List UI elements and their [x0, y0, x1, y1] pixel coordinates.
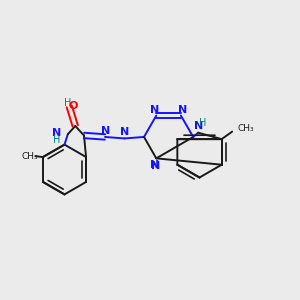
Text: CH₃: CH₃: [21, 152, 38, 160]
Text: H: H: [199, 118, 206, 128]
Text: N: N: [52, 128, 61, 138]
Text: O: O: [68, 101, 78, 111]
Text: N: N: [150, 104, 159, 115]
Text: N: N: [101, 126, 110, 136]
Text: H: H: [64, 98, 71, 108]
Text: N: N: [151, 161, 160, 171]
Text: N: N: [150, 160, 159, 170]
Text: N: N: [178, 104, 187, 115]
Text: H: H: [53, 135, 60, 145]
Text: N: N: [194, 121, 203, 131]
Text: N: N: [121, 128, 130, 137]
Text: CH₃: CH₃: [238, 124, 254, 133]
